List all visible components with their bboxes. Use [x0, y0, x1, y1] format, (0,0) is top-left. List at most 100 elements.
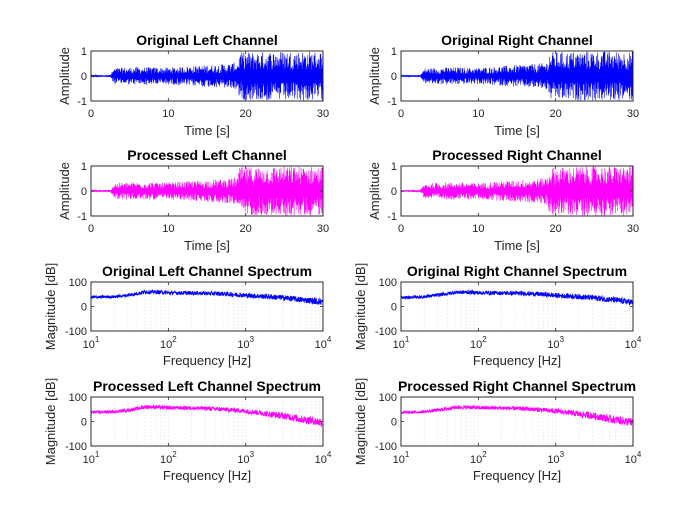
subplot-7: -100 0 100 101 102 103 104 Processed Left Chann… — [43, 378, 332, 483]
chart-title: Original Left Channel Spectrum — [102, 263, 312, 279]
data-trace — [90, 289, 324, 306]
chart-title: Original Right Channel Spectrum — [407, 263, 627, 279]
y-axis-label: Magnitude [dB] — [353, 378, 368, 465]
y-tick-label: 0 — [81, 302, 87, 314]
x-axis-label: Time [s] — [184, 123, 230, 138]
data-trace — [90, 404, 324, 427]
y-tick-label: -100 — [375, 326, 397, 338]
y-tick-label: 1 — [81, 46, 87, 58]
x-tick-label: 101 — [83, 335, 100, 351]
x-tick-label: 0 — [398, 108, 404, 120]
x-tick-label: 0 — [88, 108, 94, 120]
x-axis-label: Time [s] — [494, 123, 540, 138]
y-tick-label: 0 — [81, 417, 87, 429]
x-tick-label: 104 — [625, 450, 642, 466]
x-tick-label: 20 — [550, 108, 562, 120]
y-tick-label: 0 — [391, 186, 397, 198]
y-tick-label: 100 — [379, 277, 397, 289]
x-axis-label: Frequency [Hz] — [163, 353, 251, 368]
x-tick-label: 10 — [162, 108, 174, 120]
y-axis-label: Amplitude — [57, 47, 72, 105]
x-tick-label: 104 — [315, 335, 332, 351]
y-tick-label: -100 — [375, 441, 397, 453]
x-tick-label: 0 — [398, 223, 404, 235]
x-tick-label: 104 — [315, 450, 332, 466]
y-tick-label: -1 — [387, 211, 397, 223]
plot-area — [90, 281, 324, 332]
x-tick-label: 10 — [472, 223, 484, 235]
x-tick-label: 101 — [393, 450, 410, 466]
x-axis-label: Frequency [Hz] — [163, 468, 251, 483]
x-tick-label: 20 — [240, 223, 252, 235]
x-tick-label: 20 — [240, 108, 252, 120]
y-axis-label: Amplitude — [57, 162, 72, 220]
chart-title: Processed Right Channel Spectrum — [398, 378, 636, 394]
y-tick-label: 0 — [391, 302, 397, 314]
y-tick-label: 100 — [69, 392, 87, 404]
y-tick-label: 0 — [81, 186, 87, 198]
x-tick-label: 102 — [160, 450, 177, 466]
chart-title: Original Left Channel — [136, 32, 278, 48]
y-axis-label: Magnitude [dB] — [43, 378, 58, 465]
x-tick-label: 0 — [88, 223, 94, 235]
data-trace — [90, 52, 324, 101]
y-tick-label: 0 — [81, 71, 87, 83]
subplot-5: -100 0 100 101 102 103 104 Original Left Channe… — [43, 263, 332, 368]
data-trace — [90, 166, 324, 216]
plot-area — [400, 281, 634, 332]
x-tick-label: 102 — [470, 335, 487, 351]
x-tick-label: 101 — [83, 450, 100, 466]
y-tick-label: 0 — [391, 71, 397, 83]
y-tick-label: 1 — [391, 46, 397, 58]
subplot-6: -100 0 100 101 102 103 104 Original Right Chann… — [353, 263, 642, 368]
chart-title: Processed Left Channel Spectrum — [93, 378, 321, 394]
y-axis-label: Magnitude [dB] — [43, 263, 58, 350]
x-tick-label: 30 — [317, 108, 329, 120]
y-tick-label: -1 — [77, 96, 87, 108]
y-tick-label: -1 — [387, 96, 397, 108]
chart-title: Processed Right Channel — [432, 147, 602, 163]
x-tick-label: 102 — [160, 335, 177, 351]
y-axis-label: Magnitude [dB] — [353, 263, 368, 350]
y-tick-label: 0 — [391, 417, 397, 429]
x-tick-label: 101 — [393, 335, 410, 351]
x-tick-label: 30 — [627, 223, 639, 235]
x-tick-label: 103 — [237, 335, 254, 351]
x-tick-label: 10 — [162, 223, 174, 235]
x-axis-label: Time [s] — [494, 238, 540, 253]
y-axis-label: Amplitude — [367, 162, 382, 220]
x-axis-label: Frequency [Hz] — [473, 468, 561, 483]
x-tick-label: 30 — [627, 108, 639, 120]
y-axis-label: Amplitude — [367, 47, 382, 105]
y-tick-label: -100 — [65, 441, 87, 453]
y-tick-label: 100 — [69, 277, 87, 289]
data-trace — [400, 288, 634, 306]
x-tick-label: 103 — [547, 450, 564, 466]
subplot-8: -100 0 100 101 102 103 104 Processed Right Chan… — [353, 378, 642, 483]
x-tick-label: 102 — [470, 450, 487, 466]
x-axis-label: Frequency [Hz] — [473, 353, 561, 368]
data-trace — [400, 404, 634, 426]
x-tick-label: 104 — [625, 335, 642, 351]
y-tick-label: -100 — [65, 326, 87, 338]
data-trace — [400, 166, 634, 216]
x-tick-label: 10 — [472, 108, 484, 120]
x-tick-label: 20 — [550, 223, 562, 235]
x-tick-label: 103 — [237, 450, 254, 466]
x-tick-label: 30 — [317, 223, 329, 235]
data-trace — [400, 51, 634, 101]
x-tick-label: 103 — [547, 335, 564, 351]
y-tick-label: -1 — [77, 211, 87, 223]
chart-title: Original Right Channel — [441, 32, 593, 48]
plot-area — [400, 396, 634, 447]
x-axis-label: Time [s] — [184, 238, 230, 253]
plot-area — [90, 396, 324, 447]
y-tick-label: 100 — [379, 392, 397, 404]
y-tick-label: 1 — [81, 161, 87, 173]
y-tick-label: 1 — [391, 161, 397, 173]
